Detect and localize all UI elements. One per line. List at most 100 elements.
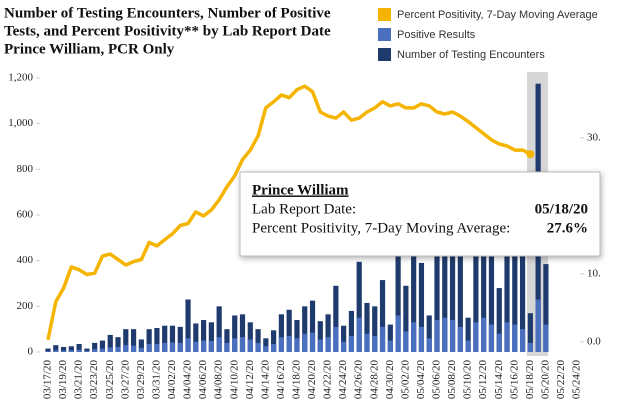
tooltip-value: 05/18/20 — [535, 201, 588, 217]
bar — [255, 329, 261, 352]
bar — [387, 324, 393, 352]
bar — [504, 322, 510, 352]
bar — [372, 336, 378, 352]
bar — [232, 315, 238, 352]
legend-swatch — [378, 48, 391, 61]
x-tick-label: 05/18/20 — [524, 360, 536, 400]
tooltip: Prince William Lab Report Date: 05/18/20… — [239, 171, 601, 257]
hover-point — [526, 150, 535, 159]
x-tick-label: 03/17/20 — [42, 360, 54, 400]
bar — [403, 331, 409, 352]
bar — [519, 256, 526, 352]
bar — [442, 210, 448, 352]
legend-swatch — [378, 8, 391, 21]
bar — [504, 233, 510, 352]
bar — [372, 306, 378, 352]
bar — [216, 337, 222, 352]
x-tick-label: 04/18/20 — [290, 360, 302, 400]
tooltip-box — [239, 171, 601, 257]
bar — [403, 285, 409, 352]
bar — [193, 341, 199, 352]
bar — [364, 302, 370, 352]
bar — [434, 233, 440, 352]
bar — [130, 345, 137, 352]
bar — [247, 322, 253, 352]
y2-tick-label: 30. — [587, 131, 601, 143]
bar — [138, 347, 144, 352]
bar — [162, 325, 168, 352]
y-tick-label: 1,000 — [8, 117, 33, 129]
bar — [379, 326, 386, 352]
bar — [411, 249, 417, 352]
bar — [387, 340, 393, 352]
bar — [473, 228, 479, 352]
bar — [60, 350, 67, 352]
bar — [309, 332, 316, 352]
chart-title: Tests, and Percent Positivity** by Lab R… — [4, 23, 331, 39]
bar — [512, 324, 518, 352]
bar — [449, 320, 456, 352]
x-tick-label: 04/24/20 — [337, 360, 349, 400]
x-tick-label: 04/08/20 — [213, 360, 225, 400]
bar — [224, 342, 230, 352]
chart-title: Number of Testing Encounters, Number of … — [4, 5, 331, 21]
bar — [263, 338, 269, 352]
x-tick-label: 04/28/20 — [368, 360, 380, 400]
bar — [107, 334, 113, 352]
bar — [92, 342, 98, 352]
x-tick-label: 04/22/20 — [322, 360, 334, 400]
bar — [496, 333, 502, 352]
bar — [278, 314, 284, 352]
bar — [356, 317, 362, 352]
bar — [45, 351, 51, 352]
bar — [465, 340, 471, 352]
bar — [177, 342, 183, 352]
bar — [255, 342, 261, 352]
x-tick-label: 03/23/20 — [88, 360, 100, 400]
bar — [496, 288, 502, 352]
x-tick-label: 03/25/20 — [104, 360, 116, 400]
bar — [294, 320, 300, 352]
y2-tick-label: 0.0 — [587, 335, 601, 347]
bar — [426, 315, 432, 352]
bar — [146, 344, 152, 352]
legend-label: Positive Results — [397, 29, 476, 41]
x-tick-label: 05/02/20 — [399, 360, 411, 400]
bar — [84, 350, 90, 352]
x-tick-label: 05/04/20 — [415, 360, 427, 400]
bar — [45, 348, 51, 352]
bar — [325, 337, 331, 352]
plot: 02004006008001,0001,2000.010.20.30.03/17… — [8, 72, 601, 400]
bar — [309, 300, 316, 352]
bar — [107, 347, 113, 352]
bar — [247, 339, 253, 352]
bar — [434, 320, 440, 352]
bar — [193, 323, 199, 352]
bar — [154, 328, 160, 352]
bar — [317, 321, 323, 352]
x-tick-label: 04/02/20 — [166, 360, 178, 400]
bar — [138, 339, 144, 352]
bar — [543, 264, 549, 352]
legend-label: Percent Positivity, 7-Day Moving Average — [397, 9, 598, 21]
x-tick-label: 04/04/20 — [182, 360, 194, 400]
bar — [201, 320, 207, 352]
bar — [356, 261, 362, 352]
bar — [76, 349, 82, 352]
bar — [232, 338, 238, 352]
x-tick-label: 03/29/20 — [135, 360, 147, 400]
bar — [465, 317, 471, 352]
bar — [216, 306, 222, 352]
x-tick-label: 05/22/20 — [555, 360, 567, 400]
bar — [271, 344, 277, 352]
bar — [76, 344, 82, 352]
bar — [99, 340, 106, 352]
x-tick-label: 03/21/20 — [73, 360, 85, 400]
bar — [481, 215, 487, 352]
bar — [169, 325, 176, 352]
y-tick-label: 0 — [28, 346, 34, 358]
bar — [130, 329, 137, 352]
bar — [84, 348, 90, 352]
x-tick-label: 05/08/20 — [446, 360, 458, 400]
bar — [302, 306, 308, 352]
